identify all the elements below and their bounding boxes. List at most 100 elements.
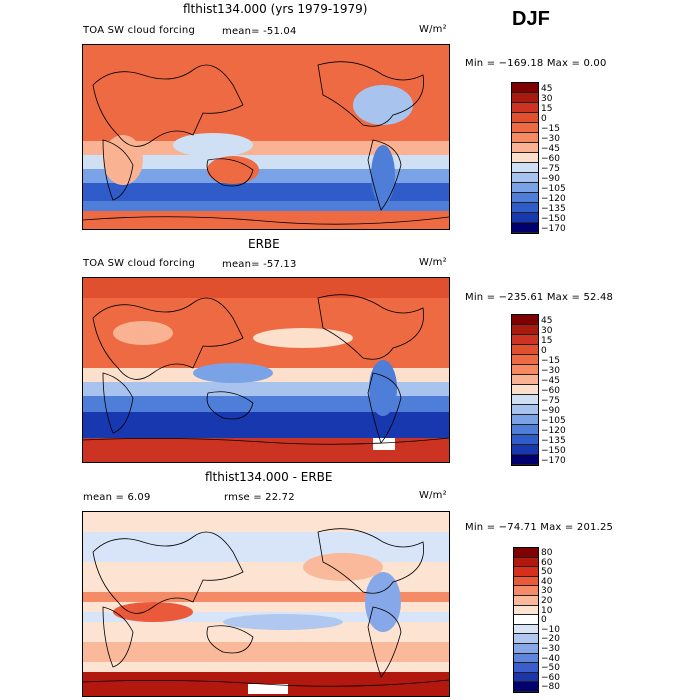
colorbar-swatch [512, 173, 538, 183]
colorbar-swatch [514, 576, 538, 587]
colorbar-swatch [514, 663, 538, 673]
panel3-rmse: rmse = 22.72 [224, 492, 295, 503]
panel2-units: W/m² [419, 257, 447, 268]
colorbar-swatch [512, 355, 538, 365]
colorbar-swatch [512, 325, 538, 335]
colorbar-swatch [514, 653, 538, 664]
colorbar-swatch [512, 425, 538, 435]
colorbar-swatch [514, 615, 538, 625]
colorbar-tick-label: −10 [541, 624, 560, 635]
colorbar-tick-label: 15 [541, 336, 553, 346]
colorbar-tick-label: −45 [541, 376, 560, 386]
colorbar-swatch [512, 345, 538, 355]
colorbar-tick-label: −60 [541, 386, 560, 396]
colorbar-swatch [514, 682, 538, 692]
panel1-units: W/m² [419, 24, 447, 35]
colorbar-tick-label: 10 [541, 605, 553, 616]
panel2-colorbar [511, 314, 539, 466]
colorbar-swatch [514, 548, 538, 558]
colorbar-tick-label: 45 [541, 316, 553, 326]
colorbar-swatch [512, 415, 538, 425]
colorbar-swatch [512, 365, 538, 375]
colorbar-swatch [514, 595, 538, 606]
colorbar-swatch [512, 103, 538, 113]
colorbar-swatch [514, 624, 538, 635]
colorbar-tick-label: −20 [541, 634, 560, 645]
colorbar-swatch [512, 163, 538, 173]
colorbar-tick-label: −40 [541, 653, 560, 664]
colorbar-swatch [512, 435, 538, 445]
colorbar-swatch [512, 83, 538, 93]
colorbar-swatch [512, 335, 538, 345]
colorbar-swatch [514, 557, 538, 568]
colorbar-swatch [512, 405, 538, 415]
colorbar-tick-label: 50 [541, 567, 553, 578]
colorbar-tick-label: −15 [541, 356, 560, 366]
colorbar-swatch [512, 203, 538, 213]
colorbar-tick-label: −30 [541, 366, 560, 376]
colorbar-tick-label: −120 [541, 426, 566, 436]
colorbar-tick-label: −15 [541, 124, 560, 134]
colorbar-tick-label: −90 [541, 174, 560, 184]
colorbar-tick-label: −45 [541, 144, 560, 154]
panel1-map [82, 44, 450, 230]
panel2-title: ERBE [248, 237, 280, 251]
colorbar-tick-label: 45 [541, 84, 553, 94]
colorbar-swatch [512, 445, 538, 455]
colorbar-tick-label: −30 [541, 643, 560, 654]
colorbar-swatch [512, 143, 538, 153]
colorbar-swatch [514, 605, 538, 616]
panel2-mean: mean= -57.13 [222, 259, 297, 270]
colorbar-swatch [512, 375, 538, 385]
panel2-field-label: TOA SW cloud forcing [83, 258, 195, 269]
colorbar-swatch [512, 385, 538, 395]
colorbar-tick-label: 80 [541, 548, 553, 558]
colorbar-tick-label: −150 [541, 214, 566, 224]
panel1-colorbar-ticks: 45 30 15 0 −15 −30 −45 −60 −75 −90 −105 −120 −135 −15… [541, 84, 566, 234]
colorbar-tick-label: 30 [541, 586, 553, 597]
colorbar-swatch [514, 586, 538, 596]
colorbar-tick-label: −50 [541, 663, 560, 674]
panel3-colorbar-ticks: 80 60 50 40 30 20 10 0 −10 −20 −30 −40 −50 −60 −80 [541, 548, 560, 693]
panel1-mean: mean= -51.04 [222, 26, 297, 37]
panel2-colorbar-ticks: 45 30 15 0 −15 −30 −45 −60 −75 −90 −105 −120 −135 −15… [541, 316, 566, 466]
colorbar-tick-label: −90 [541, 406, 560, 416]
colorbar-tick-label: −105 [541, 416, 566, 426]
colorbar-swatch [514, 567, 538, 577]
colorbar-tick-label: 0 [541, 114, 547, 124]
panel3-title: flthist134.000 - ERBE [205, 470, 333, 484]
colorbar-tick-label: −30 [541, 134, 560, 144]
colorbar-tick-label: −80 [541, 682, 560, 693]
panel3-minmax: Min = −74.71 Max = 201.25 [465, 522, 614, 533]
colorbar-tick-label: −135 [541, 204, 566, 214]
colorbar-tick-label: −150 [541, 446, 566, 456]
panel3-units: W/m² [419, 490, 447, 501]
season-label: DJF [512, 8, 550, 30]
colorbar-tick-label: 30 [541, 94, 553, 104]
panel1-title: flthist134.000 (yrs 1979-1979) [183, 2, 368, 16]
colorbar-tick-label: 60 [541, 557, 553, 568]
colorbar-swatch [514, 672, 538, 683]
panel3-map [82, 511, 450, 697]
colorbar-tick-label: −75 [541, 396, 560, 406]
colorbar-swatch [512, 183, 538, 193]
colorbar-swatch [512, 213, 538, 223]
colorbar-tick-label: −105 [541, 184, 566, 194]
colorbar-swatch [512, 113, 538, 123]
colorbar-tick-label: 40 [541, 576, 553, 587]
colorbar-swatch [512, 315, 538, 325]
colorbar-tick-label: −60 [541, 672, 560, 683]
colorbar-swatch [512, 193, 538, 203]
colorbar-tick-label: 0 [541, 615, 547, 626]
panel1-field-label: TOA SW cloud forcing [83, 25, 195, 36]
panel1-minmax: Min = −169.18 Max = 0.00 [465, 58, 607, 69]
colorbar-tick-label: −75 [541, 164, 560, 174]
colorbar-swatch [512, 223, 538, 233]
colorbar-tick-label: −60 [541, 154, 560, 164]
colorbar-tick-label: −170 [541, 224, 566, 234]
colorbar-tick-label: 30 [541, 326, 553, 336]
colorbar-tick-label: 15 [541, 104, 553, 114]
colorbar-swatch [512, 123, 538, 133]
colorbar-swatch [512, 455, 538, 465]
colorbar-tick-label: −170 [541, 456, 566, 466]
